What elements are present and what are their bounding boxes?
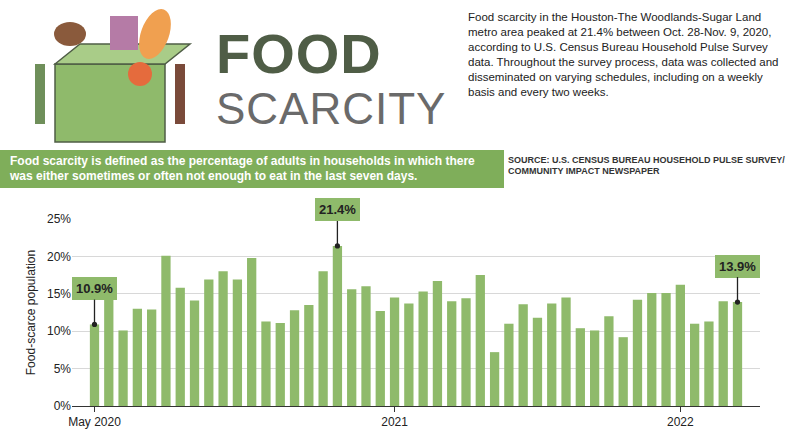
svg-text:Food-scarce population: Food-scarce population — [24, 250, 38, 375]
svg-text:2021: 2021 — [381, 415, 408, 429]
html-text:COMMUNITY IMPACT NEWSPAPER: COMMUNITY IMPACT NEWSPAPER — [508, 166, 660, 176]
html-text:Food scarcity in the Houston-T: Food scarcity in the Houston-The Woodlan… — [468, 11, 779, 98]
svg-text:0%: 0% — [54, 399, 72, 413]
html-text:Food scarcity is defined as th: Food scarcity is defined as the percenta… — [10, 154, 475, 183]
svg-text:25%: 25% — [47, 212, 71, 226]
html-text:FOOD: FOOD — [216, 22, 382, 85]
svg-text:2022: 2022 — [667, 415, 694, 429]
html-text:SCARCITY: SCARCITY — [216, 84, 447, 133]
svg-text:10.9%: 10.9% — [76, 281, 113, 296]
svg-text:10%: 10% — [47, 324, 71, 338]
html-text:SOURCE: U.S. CENSUS BUREAU HOU: SOURCE: U.S. CENSUS BUREAU HOUSEHOLD PUL… — [508, 155, 785, 165]
svg-text:13.9%: 13.9% — [719, 259, 756, 274]
svg-text:15%: 15% — [47, 287, 71, 301]
svg-text:21.4%: 21.4% — [319, 202, 356, 217]
svg-text:20%: 20% — [47, 250, 71, 264]
svg-text:5%: 5% — [54, 362, 72, 376]
svg-text:May 2020: May 2020 — [68, 415, 121, 429]
